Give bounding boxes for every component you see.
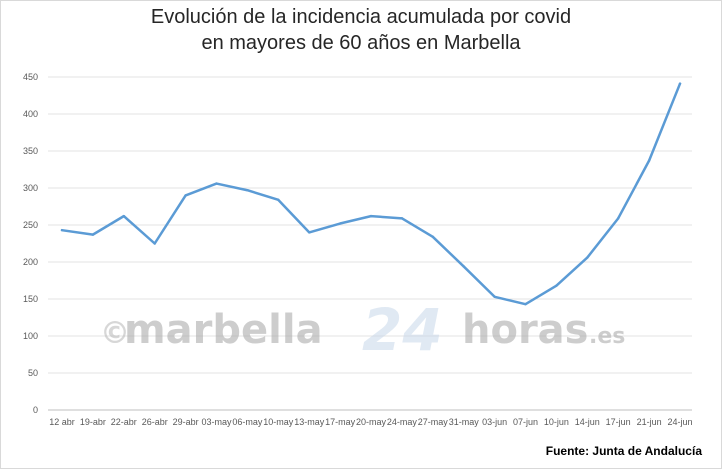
x-tick-label: 03-jun <box>482 417 507 427</box>
data-point <box>617 217 620 220</box>
x-tick-label: 03-may <box>201 417 232 427</box>
series-layer <box>60 82 682 306</box>
data-point <box>184 194 187 197</box>
x-tick-label: 19-abr <box>80 417 106 427</box>
data-point <box>493 295 496 298</box>
x-tick-label: 17-jun <box>606 417 631 427</box>
x-tick-label: 26-abr <box>142 417 168 427</box>
y-tick-label: 200 <box>23 257 38 267</box>
data-point <box>555 284 558 287</box>
data-point <box>122 214 126 218</box>
data-point <box>60 228 64 232</box>
data-point <box>153 242 156 245</box>
watermark-24: 24 <box>362 296 443 364</box>
x-tick-label: 12 abr <box>49 417 75 427</box>
series-line <box>60 82 682 306</box>
chart-title-line-2: en mayores de 60 años en Marbella <box>201 32 521 54</box>
data-point <box>246 189 249 192</box>
chart-title-line-1: Evolución de la incidencia acumulada por… <box>150 6 572 28</box>
x-tick-label: 29-abr <box>173 417 199 427</box>
y-tick-label: 350 <box>23 146 38 156</box>
data-point <box>462 265 465 268</box>
x-tick-label: 21-jun <box>637 417 662 427</box>
x-tick-label: 17-may <box>325 417 356 427</box>
chart-title: Evolución de la incidencia acumulada por… <box>0 4 722 56</box>
data-point <box>277 198 280 202</box>
data-point <box>91 233 95 236</box>
y-tick-label: 250 <box>23 220 38 230</box>
watermark-logo: © marbella 24 horas .es <box>100 296 625 364</box>
data-point <box>431 235 434 239</box>
data-point <box>215 182 218 185</box>
data-point <box>308 231 311 234</box>
gridlines <box>48 76 692 411</box>
x-tick-label: 27-may <box>418 417 449 427</box>
x-tick-label: 13-may <box>294 417 325 427</box>
data-point <box>524 302 527 306</box>
data-point <box>369 214 373 218</box>
x-tick-label: 14-jun <box>575 417 600 427</box>
data-point <box>586 256 589 259</box>
y-tick-label: 450 <box>23 72 38 82</box>
x-tick-label: 24-jun <box>667 417 692 427</box>
data-point <box>647 159 651 162</box>
data-point <box>678 82 682 85</box>
x-tick-label: 06-may <box>232 417 263 427</box>
y-tick-label: 50 <box>28 368 38 378</box>
y-tick-label: 300 <box>23 183 38 193</box>
x-tick-label: 10-jun <box>544 417 569 427</box>
x-tick-label: 20-may <box>356 417 387 427</box>
y-tick-label: 100 <box>23 331 38 341</box>
y-axis-ticks: 0 50 100 150 200 250 300 350 400 450 <box>23 72 38 415</box>
watermark-horas: horas <box>462 307 588 353</box>
x-tick-label: 22-abr <box>111 417 137 427</box>
x-axis-ticks: 12 abr 19-abr 22-abr 26-abr 29-abr 03-may 06-m… <box>49 417 692 427</box>
y-tick-label: 150 <box>23 294 38 304</box>
data-point <box>400 217 404 220</box>
source-note: Fuente: Junta de Andalucía <box>545 444 702 458</box>
watermark-marbella: marbella <box>124 307 323 353</box>
watermark-es: .es <box>589 324 625 349</box>
watermark-copyright: © <box>100 316 130 351</box>
x-tick-label: 24-may <box>387 417 418 427</box>
y-tick-label: 400 <box>23 109 38 119</box>
x-tick-label: 07-jun <box>513 417 538 427</box>
data-point <box>338 222 342 225</box>
y-tick-label: 0 <box>33 405 38 415</box>
x-tick-label: 31-may <box>449 417 480 427</box>
x-tick-label: 10-may <box>263 417 294 427</box>
